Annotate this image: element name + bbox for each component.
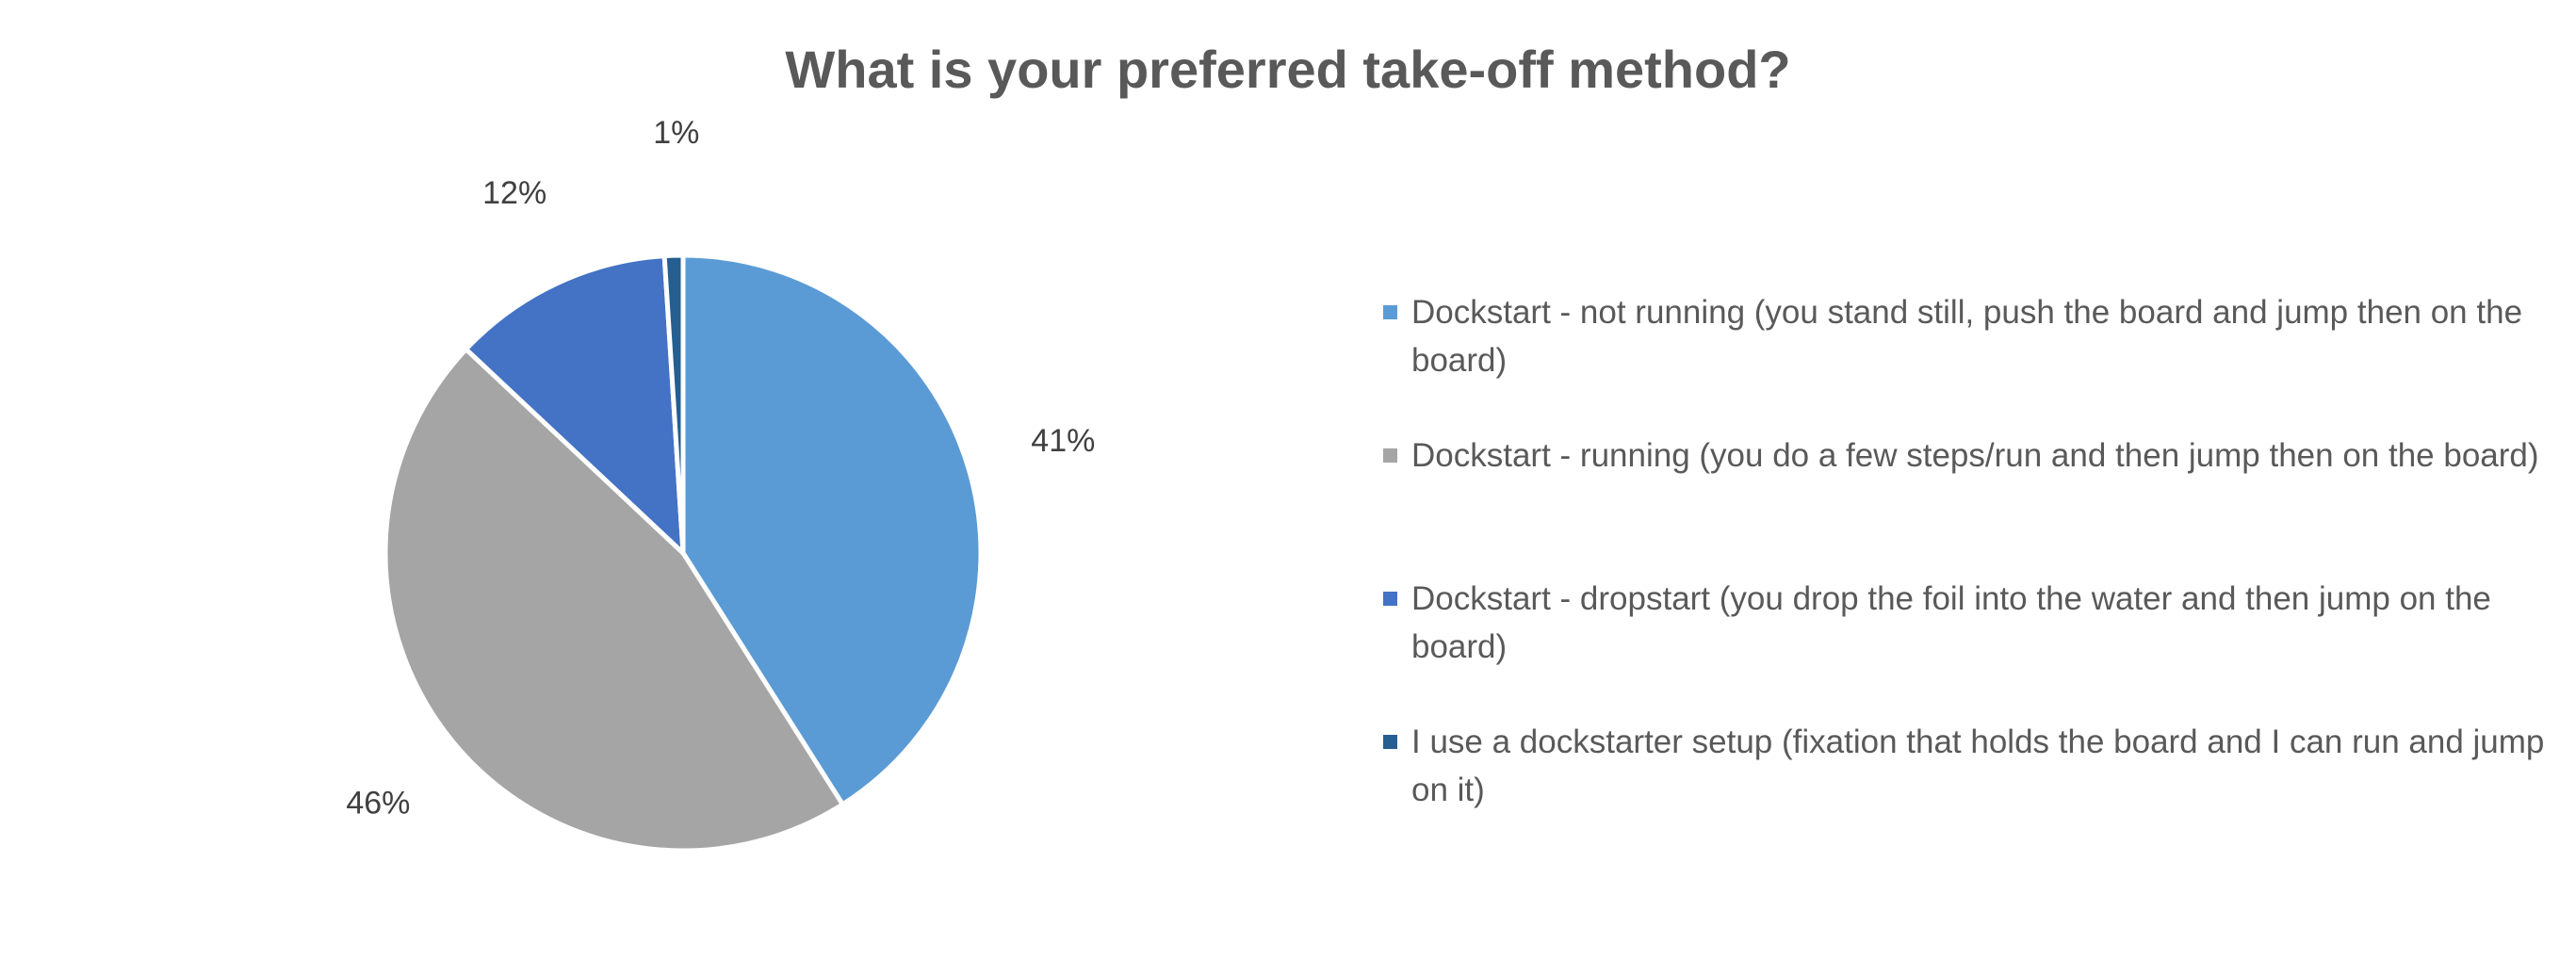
legend: Dockstart - not running (you stand still… xyxy=(1383,288,2572,861)
legend-item: I use a dockstarter setup (fixation that… xyxy=(1383,718,2572,814)
legend-swatch xyxy=(1383,592,1397,606)
pie-data-label: 46% xyxy=(346,786,410,822)
pie-data-label: 1% xyxy=(653,115,699,151)
legend-label: I use a dockstarter setup (fixation that… xyxy=(1411,724,2545,808)
pie-slices xyxy=(383,252,984,854)
legend-item: Dockstart - not running (you stand still… xyxy=(1383,288,2572,384)
pie-data-labels: 41% 46% 12% 1% xyxy=(346,115,1095,822)
legend-item: Dockstart - running (you do a few steps/… xyxy=(1383,431,2572,528)
legend-label: Dockstart - dropstart (you drop the foil… xyxy=(1411,580,2491,665)
legend-swatch xyxy=(1383,735,1397,749)
pie-slice xyxy=(383,347,845,854)
pie-chart: 41% 46% 12% 1% xyxy=(346,115,1096,854)
chart-title: What is your preferred take-off method? xyxy=(785,40,1791,99)
legend-label: Dockstart - running (you do a few steps/… xyxy=(1411,437,2539,474)
legend-swatch xyxy=(1383,448,1397,463)
legend-label: Dockstart - not running (you stand still… xyxy=(1411,294,2523,379)
pie-slice xyxy=(464,253,686,556)
legend-swatch xyxy=(1383,305,1397,319)
pie-slice xyxy=(661,252,686,556)
pie-data-label: 12% xyxy=(482,175,546,211)
pie-data-label: 41% xyxy=(1031,423,1095,459)
legend-item: Dockstart - dropstart (you drop the foil… xyxy=(1383,575,2572,671)
